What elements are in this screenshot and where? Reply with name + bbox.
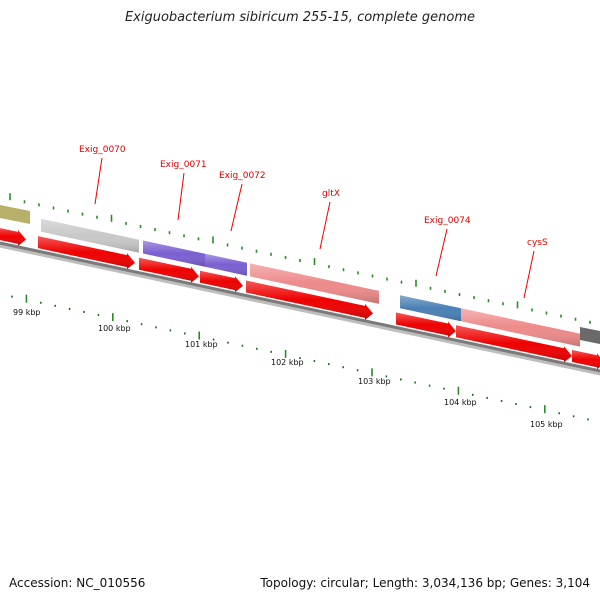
cds-arrow-shading bbox=[200, 270, 243, 293]
gene-leader-line bbox=[435, 228, 448, 277]
gene-bar-shading bbox=[461, 308, 580, 347]
cds-arrow-shading bbox=[396, 312, 456, 338]
tick-label: 100 kbp bbox=[98, 324, 131, 333]
gene-label: Exig_0071 bbox=[160, 160, 207, 170]
gene-bar-olive bbox=[0, 205, 30, 224]
gene-leader-line bbox=[177, 172, 185, 221]
cds-arrow-shading bbox=[246, 280, 373, 320]
gene-bar-shading bbox=[143, 240, 205, 267]
tick-label: 99 kbp bbox=[13, 308, 41, 317]
cds-arrow-shading bbox=[456, 325, 572, 363]
gene-label: Exig_0074 bbox=[424, 216, 471, 226]
tick-label: 103 kbp bbox=[358, 377, 391, 386]
cds-arrow-shading bbox=[38, 236, 135, 270]
gene-label: Exig_0070 bbox=[79, 145, 126, 155]
map-title: Exiguobacterium sibiricum 255-15, comple… bbox=[124, 10, 476, 25]
gene-leader-line bbox=[230, 183, 243, 232]
tick-label: 101 kbp bbox=[185, 340, 218, 349]
gene-label: Exig_0072 bbox=[219, 171, 266, 181]
gene-leader-line bbox=[94, 157, 103, 205]
gene-bar-dark-right bbox=[580, 327, 600, 344]
gene-leader-line bbox=[319, 201, 331, 250]
cds-arrow-shading bbox=[0, 228, 26, 246]
cds-arrow-shading bbox=[572, 349, 600, 370]
gene-bar-shading bbox=[250, 263, 379, 304]
genome-summary-text: Topology: circular; Length: 3,034,136 bp… bbox=[260, 576, 590, 590]
gene-bar-shading bbox=[205, 253, 247, 276]
gene-label: gltX bbox=[322, 189, 340, 199]
accession-text: Accession: NC_010556 bbox=[9, 576, 146, 590]
genome-backbone-shadow bbox=[0, 242, 600, 376]
gene-label: cysS bbox=[527, 238, 548, 248]
tick-label: 105 kbp bbox=[530, 420, 563, 429]
gene-bar-shading bbox=[41, 218, 139, 253]
tick-label: 104 kbp bbox=[444, 398, 477, 407]
genome-backbone bbox=[0, 241, 600, 373]
gene-leader-line bbox=[523, 250, 535, 299]
tick-label: 102 kbp bbox=[271, 358, 304, 367]
cds-arrow-shading bbox=[139, 257, 199, 283]
gene-bar-shading bbox=[400, 295, 461, 322]
